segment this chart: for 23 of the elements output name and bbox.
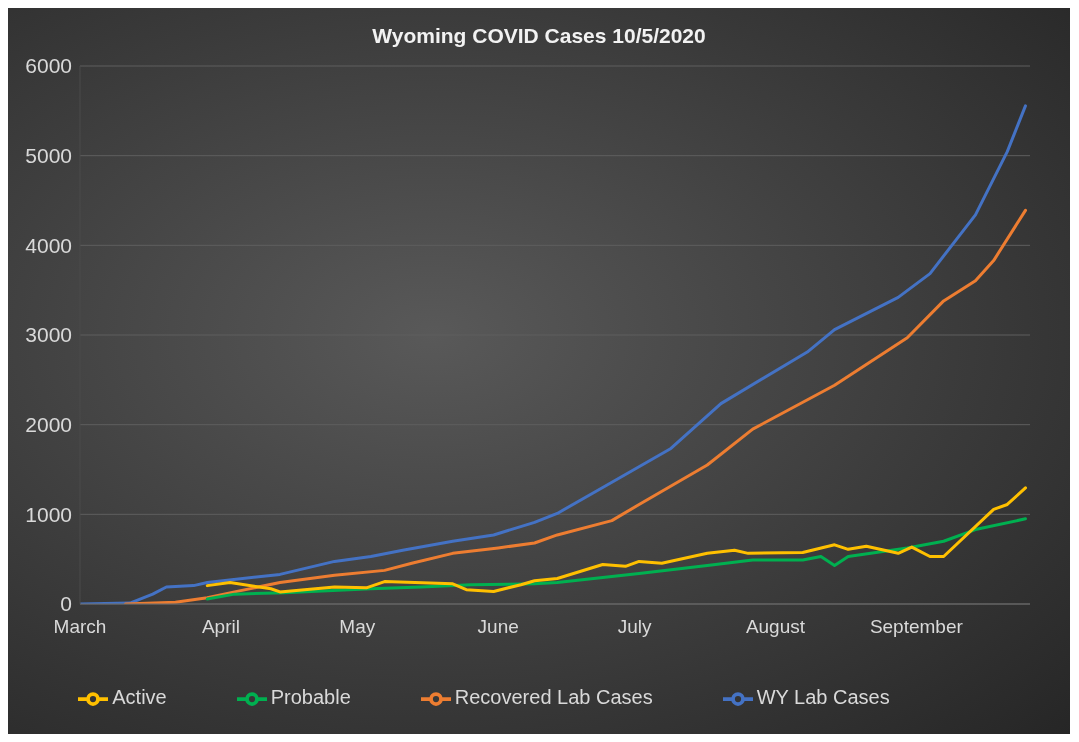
y-tick-label: 1000	[25, 502, 72, 526]
x-tick-label: April	[201, 616, 240, 638]
y-tick-label: 3000	[25, 323, 72, 347]
x-tick-label: September	[869, 616, 964, 638]
legend-label: Probable	[270, 686, 351, 709]
y-tick-label: 6000	[25, 54, 72, 78]
line-series	[205, 486, 1027, 594]
y-tick-label: 4000	[25, 233, 72, 257]
legend-label: Active	[112, 686, 167, 709]
line-series	[205, 517, 1027, 601]
legend-label: WY Lab Cases	[756, 686, 890, 709]
x-tick-label: May	[339, 616, 376, 638]
line-series	[123, 208, 1027, 604]
y-tick-label: 0	[60, 592, 72, 616]
y-tick-label: 5000	[25, 144, 72, 168]
x-tick-label: July	[617, 616, 652, 638]
x-tick-label: August	[745, 616, 806, 638]
chart-title: Wyoming COVID Cases 10/5/2020	[371, 24, 707, 48]
x-tick-label: June	[477, 616, 519, 638]
y-tick-label: 2000	[25, 413, 72, 437]
line-series	[80, 104, 1027, 604]
legend-label: Recovered Lab Cases	[454, 686, 653, 709]
x-tick-label: March	[53, 616, 107, 638]
